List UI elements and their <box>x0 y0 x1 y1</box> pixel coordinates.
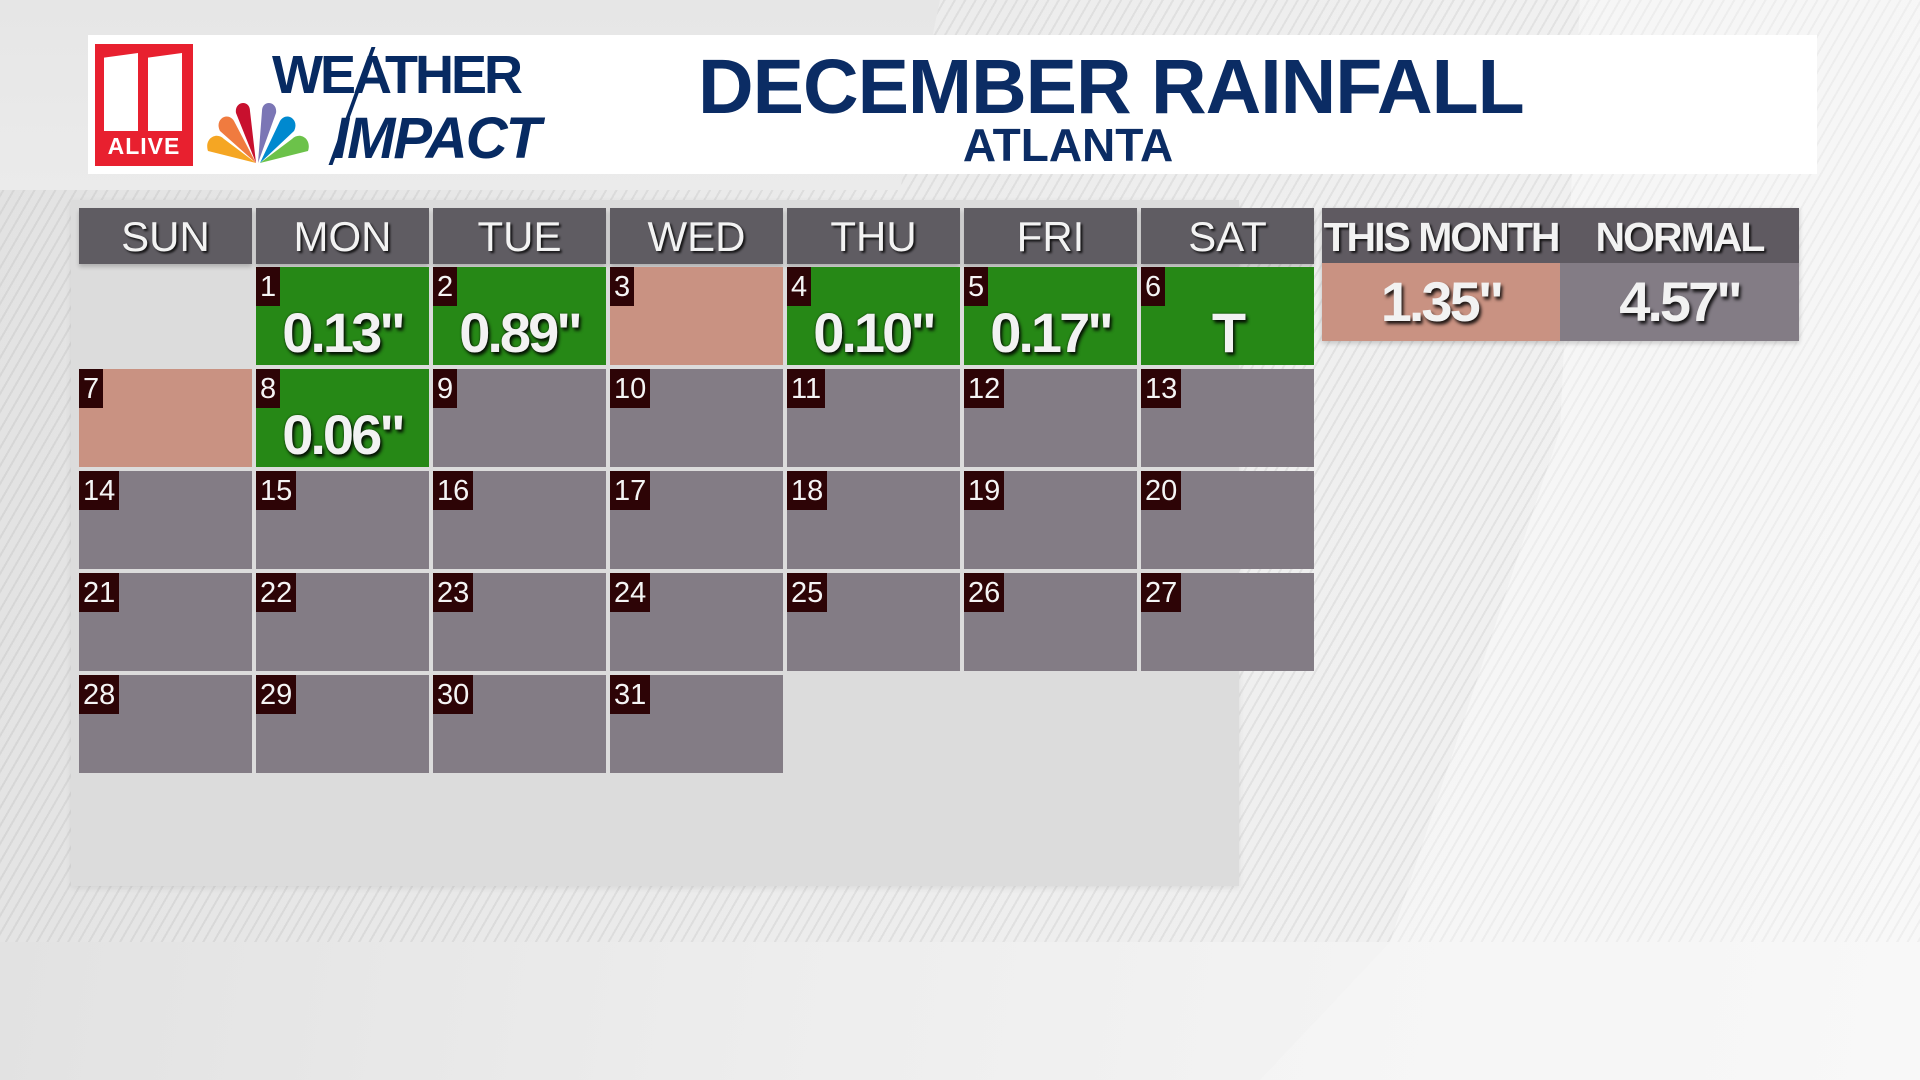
page-subtitle: ATLANTA <box>962 119 1174 171</box>
date-badge: 10 <box>610 369 651 408</box>
rain-amount: 0.89" <box>459 301 583 364</box>
day-cell: 24 <box>610 573 783 671</box>
normal-label: NORMAL <box>1560 208 1799 263</box>
day-cell: 18 <box>787 471 960 569</box>
day-cell: 19 <box>964 471 1137 569</box>
date-badge: 5 <box>964 267 989 306</box>
day-cell: 23 <box>433 573 606 671</box>
day-cell: 11 <box>787 369 960 467</box>
day-cell: 27 <box>1141 573 1314 671</box>
date-badge: 25 <box>787 573 828 612</box>
day-cell: 29 <box>256 675 429 773</box>
day-cell: 21 <box>79 573 252 671</box>
date-badge: 26 <box>964 573 1005 612</box>
date-badge: 11 <box>787 369 826 408</box>
date-badge: 23 <box>433 573 474 612</box>
day-cell: 14 <box>79 471 252 569</box>
date-badge: 3 <box>610 267 635 306</box>
date-badge: 14 <box>79 471 120 510</box>
weekday-tue: TUE <box>433 208 606 264</box>
weekday-sat: SAT <box>1141 208 1314 264</box>
date-badge: 31 <box>610 675 651 714</box>
weekday-mon: MON <box>256 208 429 264</box>
day-cell: 12 <box>964 369 1137 467</box>
day-cell: 7 <box>79 369 252 467</box>
date-badge: 27 <box>1141 573 1182 612</box>
header-banner: ALIVE WEATHER IMPACT DECEMBER RAINFALL A… <box>88 35 1817 174</box>
date-badge: 30 <box>433 675 474 714</box>
rain-amount: T <box>1211 301 1246 364</box>
day-cell: 4 0.10" <box>787 267 960 365</box>
day-cell: 16 <box>433 471 606 569</box>
date-badge: 15 <box>256 471 297 510</box>
date-badge: 28 <box>79 675 120 714</box>
day-cell: 25 <box>787 573 960 671</box>
day-cell: 1 0.13" <box>256 267 429 365</box>
page-title: DECEMBER RAINFALL <box>698 44 1525 130</box>
day-cell: 26 <box>964 573 1137 671</box>
date-badge: 4 <box>787 267 812 306</box>
date-badge: 7 <box>79 369 104 408</box>
date-badge: 21 <box>79 573 120 612</box>
brand-impact: IMPACT <box>333 106 541 171</box>
station-logo-text: ALIVE <box>107 133 181 159</box>
date-badge: 13 <box>1141 369 1182 408</box>
day-cell: 15 <box>256 471 429 569</box>
normal-value: 4.57" <box>1560 263 1799 341</box>
weekday-fri: FRI <box>964 208 1137 264</box>
date-badge: 17 <box>610 471 651 510</box>
weekday-sun: SUN <box>79 208 252 264</box>
nbc-peacock-icon <box>207 102 309 163</box>
day-cell: 10 <box>610 369 783 467</box>
date-badge: 16 <box>433 471 474 510</box>
date-badge: 24 <box>610 573 651 612</box>
rain-amount: 0.06" <box>282 403 406 466</box>
day-cell: 9 <box>433 369 606 467</box>
day-cell: 2 0.89" <box>433 267 606 365</box>
day-cell: 8 0.06" <box>256 369 429 467</box>
rain-amount: 0.13" <box>282 301 406 364</box>
day-cell: 22 <box>256 573 429 671</box>
station-11-alive-logo-icon: ALIVE <box>95 44 193 166</box>
day-cell: 28 <box>79 675 252 773</box>
rain-amount: 0.17" <box>990 301 1114 364</box>
date-badge: 18 <box>787 471 828 510</box>
date-badge: 2 <box>433 267 458 306</box>
this-month-value: 1.35" <box>1322 263 1560 341</box>
day-cell: 3 <box>610 267 783 365</box>
date-badge: 29 <box>256 675 297 714</box>
brand-weather: WEATHER <box>272 45 523 105</box>
date-badge: 1 <box>256 267 281 306</box>
day-cell: 20 <box>1141 471 1314 569</box>
rain-amount: 0.10" <box>813 301 937 364</box>
date-badge: 9 <box>433 369 458 408</box>
this-month-label: THIS MONTH <box>1322 208 1561 263</box>
date-badge: 12 <box>964 369 1005 408</box>
weekday-wed: WED <box>610 208 783 264</box>
day-cell: 30 <box>433 675 606 773</box>
weekday-thu: THU <box>787 208 960 264</box>
date-badge: 22 <box>256 573 297 612</box>
date-badge: 8 <box>256 369 281 408</box>
background-bottom-band <box>0 942 1390 1080</box>
day-cell: 5 0.17" <box>964 267 1137 365</box>
day-cell: 13 <box>1141 369 1314 467</box>
rainfall-summary: THIS MONTH NORMAL 1.35" 4.57" <box>1322 208 1799 341</box>
day-cell: 17 <box>610 471 783 569</box>
date-badge: 6 <box>1141 267 1166 306</box>
day-cell: 31 <box>610 675 783 773</box>
date-badge: 20 <box>1141 471 1182 510</box>
date-badge: 19 <box>964 471 1005 510</box>
